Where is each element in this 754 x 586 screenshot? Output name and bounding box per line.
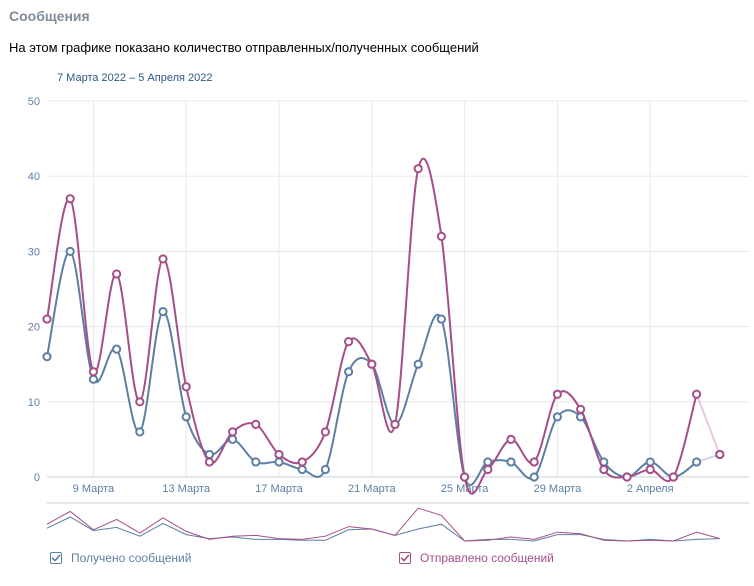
- x-tick-label: 17 Марта: [255, 483, 303, 495]
- data-point[interactable]: [181, 412, 191, 422]
- navigator-series-line: [46, 516, 720, 542]
- data-point[interactable]: [204, 457, 214, 467]
- data-point[interactable]: [65, 194, 75, 204]
- chart-description: На этом графике показано количество отпр…: [9, 40, 479, 55]
- data-point[interactable]: [367, 359, 377, 369]
- y-tick-label: 40: [28, 171, 40, 183]
- y-axis: 0 10 20 30 40 50: [28, 96, 40, 484]
- y-tick-label: 30: [28, 246, 40, 258]
- data-point[interactable]: [274, 449, 284, 460]
- main-series: [42, 157, 725, 495]
- date-range-label[interactable]: 7 Марта 2022 – 5 Апреля 2022: [57, 72, 213, 84]
- data-point[interactable]: [622, 472, 632, 482]
- data-point[interactable]: [274, 457, 284, 467]
- data-point[interactable]: [228, 427, 238, 437]
- data-point[interactable]: [529, 457, 539, 467]
- data-point[interactable]: [645, 464, 655, 475]
- data-point[interactable]: [645, 457, 655, 467]
- y-tick-label: 10: [28, 397, 40, 409]
- data-point[interactable]: [297, 457, 307, 467]
- x-tick-label: 13 Марта: [162, 483, 210, 495]
- checkbox-sent[interactable]: [399, 552, 411, 564]
- series-received: [42, 246, 725, 486]
- y-tick-label: 50: [28, 96, 40, 108]
- legend-item-sent[interactable]: Отправлено сообщений: [399, 551, 554, 565]
- data-point[interactable]: [715, 449, 725, 460]
- checkmark-icon: [400, 554, 410, 562]
- y-tick-label: 0: [34, 472, 40, 484]
- data-point[interactable]: [181, 382, 191, 392]
- data-point[interactable]: [413, 359, 423, 369]
- data-point[interactable]: [390, 419, 400, 429]
- data-point[interactable]: [436, 314, 446, 324]
- data-point[interactable]: [251, 419, 261, 429]
- data-point[interactable]: [344, 337, 354, 347]
- legend-label-received: Получено сообщений: [71, 551, 192, 565]
- data-point[interactable]: [320, 427, 330, 437]
- data-point[interactable]: [88, 367, 99, 377]
- data-point[interactable]: [344, 367, 354, 377]
- x-tick-label: 25 Марта: [441, 483, 489, 495]
- x-tick-label: 9 Марта: [73, 483, 115, 495]
- data-point[interactable]: [483, 457, 493, 467]
- data-point[interactable]: [297, 464, 307, 475]
- data-point[interactable]: [88, 374, 99, 384]
- data-point[interactable]: [436, 231, 446, 241]
- legend-label-sent: Отправлено сообщений: [420, 551, 554, 565]
- data-point[interactable]: [158, 306, 168, 317]
- navigator-series-line: [46, 507, 720, 542]
- data-point[interactable]: [483, 464, 493, 475]
- checkbox-received[interactable]: [50, 552, 62, 564]
- x-tick-label: 2 Апреля: [627, 483, 674, 495]
- data-point[interactable]: [506, 457, 516, 467]
- data-point[interactable]: [529, 472, 539, 482]
- x-tick-label: 29 Марта: [534, 483, 582, 495]
- data-point[interactable]: [135, 397, 145, 407]
- x-tick-label: 21 Марта: [348, 483, 396, 495]
- data-point[interactable]: [228, 434, 238, 444]
- data-point[interactable]: [42, 352, 52, 362]
- data-point[interactable]: [320, 464, 330, 475]
- data-point[interactable]: [42, 314, 52, 324]
- data-point[interactable]: [251, 457, 261, 467]
- data-point[interactable]: [552, 389, 563, 399]
- data-point[interactable]: [112, 344, 122, 354]
- data-point[interactable]: [552, 412, 563, 422]
- navigator: [46, 502, 749, 542]
- x-axis: 9 Марта 13 Марта 17 Марта 21 Марта 25 Марта 2…: [73, 483, 674, 495]
- section-title: Сообщения: [9, 8, 90, 24]
- series-line-partial: [695, 393, 721, 455]
- data-point[interactable]: [576, 404, 586, 414]
- data-point[interactable]: [692, 389, 702, 399]
- data-point[interactable]: [135, 427, 145, 437]
- data-point[interactable]: [599, 464, 609, 475]
- data-point[interactable]: [112, 269, 122, 279]
- series-sent: [42, 157, 725, 495]
- checkmark-icon: [51, 554, 61, 562]
- y-tick-label: 20: [28, 322, 40, 334]
- data-point[interactable]: [65, 246, 75, 256]
- data-point[interactable]: [158, 254, 168, 264]
- data-point[interactable]: [692, 457, 702, 467]
- data-point[interactable]: [460, 472, 470, 482]
- legend-item-received[interactable]: Получено сообщений: [50, 551, 191, 565]
- data-point[interactable]: [413, 164, 423, 174]
- data-point[interactable]: [668, 472, 679, 482]
- data-point[interactable]: [506, 434, 516, 444]
